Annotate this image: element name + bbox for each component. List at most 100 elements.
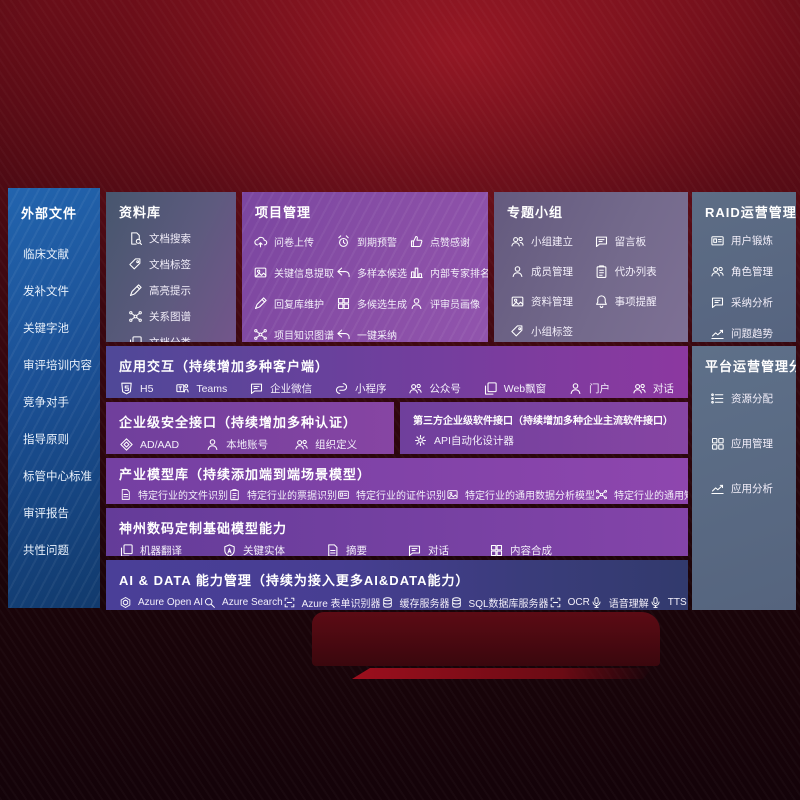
item-label: 资源分配: [731, 393, 773, 405]
list-item: 内部专家排名: [409, 265, 488, 280]
list-item: 摘要: [325, 543, 367, 556]
list-item: 采纳分析: [710, 295, 796, 310]
band-title: 第三方企业级软件接口（持续增加多种企业主流软件接口）: [413, 416, 673, 427]
main-column: 资料库 文档搜索文档标签高亮提示关系图谱文档分类 项目管理 问卷上传 到期预警 点赞…: [106, 192, 688, 610]
list-item: 关键实体: [222, 543, 285, 556]
list-item: 项目知识图谱: [253, 327, 334, 342]
reply-maintain-icon: [253, 296, 268, 311]
dialogue-icon: [632, 381, 647, 396]
reviewer-profile-icon: [409, 296, 424, 311]
item-label: H5: [140, 382, 154, 395]
background-desk-shape: [312, 612, 660, 666]
app-interaction-band: 应用交互（持续增加多种客户端） H5 Teams 企业微信 小程序 公众号 Web飘窗 门户…: [106, 346, 688, 398]
third-party-interface-band: 第三方企业级软件接口（持续增加多种企业主流软件接口） API自动化设计器: [400, 402, 688, 454]
platform-list: 资源分配应用管理应用分析: [692, 375, 796, 496]
band-title: AI & DATA 能力管理（持续为接入更多AI&DATA能力）: [119, 573, 470, 588]
item-label: 标管中心标准: [23, 471, 92, 483]
item-label: 指导原则: [23, 434, 69, 446]
item-label: AD/AAD: [140, 438, 180, 451]
material-manage-icon: [510, 294, 525, 309]
list-item: 语音理解: [590, 595, 649, 610]
list-item: 对话: [407, 543, 449, 556]
info-extract-icon: [253, 265, 268, 280]
project-graph-icon: [253, 327, 268, 342]
member-manage-icon: [510, 264, 525, 279]
list-item: 回复库维护: [253, 296, 334, 311]
industry-model-list: 特定行业的文件识别 特定行业的票据识别 特定行业的证件识别 特定行业的通用数据分析模型…: [106, 483, 688, 502]
item-label: 共性问题: [23, 545, 69, 557]
item-label: 语音理解: [608, 599, 649, 610]
project-list: 问卷上传 到期预警 点赞感谢 关键信息提取 多样本候选 内部专家排名 回复库维护 多候选生成 评…: [242, 221, 488, 342]
thumbs-up-icon: [409, 234, 424, 249]
azure-form-icon: [283, 596, 296, 609]
band-title: 企业级安全接口（持续增加多种认证）: [119, 415, 358, 430]
list-item: OCR: [549, 596, 590, 609]
list-item: TTS: [649, 596, 687, 609]
panel-title: 项目管理: [255, 205, 312, 220]
list-item: Teams: [175, 381, 227, 396]
list-item: 指导原则: [23, 431, 100, 447]
background-red-streak: [352, 668, 652, 679]
teams-icon: [175, 381, 190, 396]
panel-title: RAID运营管理分析: [705, 205, 796, 220]
base-model-band: 神州数码定制基础模型能力 机器翻译 关键实体 摘要 对话 内容合成: [106, 508, 688, 556]
list-item: 问题趋势: [710, 326, 796, 341]
panel-title: 外部文件: [21, 206, 78, 221]
one-click-adopt-icon: [336, 327, 351, 342]
item-label: 项目知识图谱: [274, 331, 334, 342]
item-label: 点赞感谢: [430, 238, 470, 249]
item-label: 缓存服务器: [399, 599, 450, 610]
item-label: 代办列表: [614, 266, 657, 278]
item-label: 竞争对手: [23, 397, 69, 409]
item-label: 组织定义: [315, 439, 358, 451]
h5-icon: [119, 381, 134, 396]
list-item: 文档搜索: [128, 231, 236, 246]
item-label: 对话: [652, 383, 674, 395]
item-label: 公众号: [429, 383, 461, 395]
web-popup-icon: [483, 381, 498, 396]
document-category-icon: [128, 335, 143, 342]
ai-data-list: Azure Open AI Azure Search Azure 表单识别器 缓存服务…: [106, 589, 688, 610]
item-label: 审评报告: [23, 508, 69, 520]
content-compose-icon: [489, 543, 504, 556]
item-label: Azure Search: [222, 597, 283, 608]
external-files-panel: 外部文件 临床文献 发补文件 关键字池 审评培训内容 竞争对手 指导原则 标管中心标准 审评报…: [8, 188, 100, 608]
list-item: 用户锻炼: [710, 233, 796, 248]
item-label: 成员管理: [531, 266, 573, 278]
industry-file-icon: [119, 488, 132, 501]
group-tag-icon: [510, 324, 525, 339]
item-label: TTS: [667, 597, 687, 608]
item-label: 高亮提示: [149, 285, 191, 297]
machine-translate-icon: [119, 543, 134, 556]
azure-openai-icon: [119, 596, 132, 609]
list-item: 门户: [568, 381, 610, 396]
item-label: 到期预警: [357, 238, 397, 249]
panel-title: 专题小组: [507, 205, 564, 220]
org-define-icon: [294, 437, 309, 452]
library-panel: 资料库 文档搜索文档标签高亮提示关系图谱文档分类: [106, 192, 236, 342]
list-item: 应用管理: [710, 436, 796, 451]
item-label: OCR: [567, 597, 590, 608]
item-label: 临床文献: [23, 249, 69, 261]
item-label: 特定行业的文件识别: [138, 491, 228, 502]
band-title: 应用交互（持续增加多种客户端）: [119, 359, 330, 374]
list-item: 成员管理: [510, 264, 594, 279]
wechat-work-icon: [249, 381, 264, 396]
list-item: 小组建立: [510, 234, 594, 249]
list-item: 发补文件: [23, 283, 100, 299]
item-label: 关键字池: [23, 323, 69, 335]
ocr-icon: [549, 596, 562, 609]
list-item: 特定行业的通用知识图谱模型: [595, 487, 688, 502]
list-item: 特定行业的证件识别: [337, 487, 446, 502]
panel-title: 资料库: [119, 205, 162, 220]
topic-group-panel: 专题小组 小组建立 留言板 成员管理 代办列表 资料管理 事项提醒 小组标签: [494, 192, 688, 342]
item-label: 发补文件: [23, 286, 69, 298]
local-account-icon: [205, 437, 220, 452]
list-item: 多候选生成: [336, 296, 407, 311]
list-item: 应用分析: [710, 481, 796, 496]
panel-title: 平台运营管理分析: [705, 359, 796, 374]
group-create-icon: [510, 234, 525, 249]
list-item: 一键采纳: [336, 327, 407, 342]
list-item: 关键信息提取: [253, 265, 334, 280]
summary-icon: [325, 543, 340, 556]
